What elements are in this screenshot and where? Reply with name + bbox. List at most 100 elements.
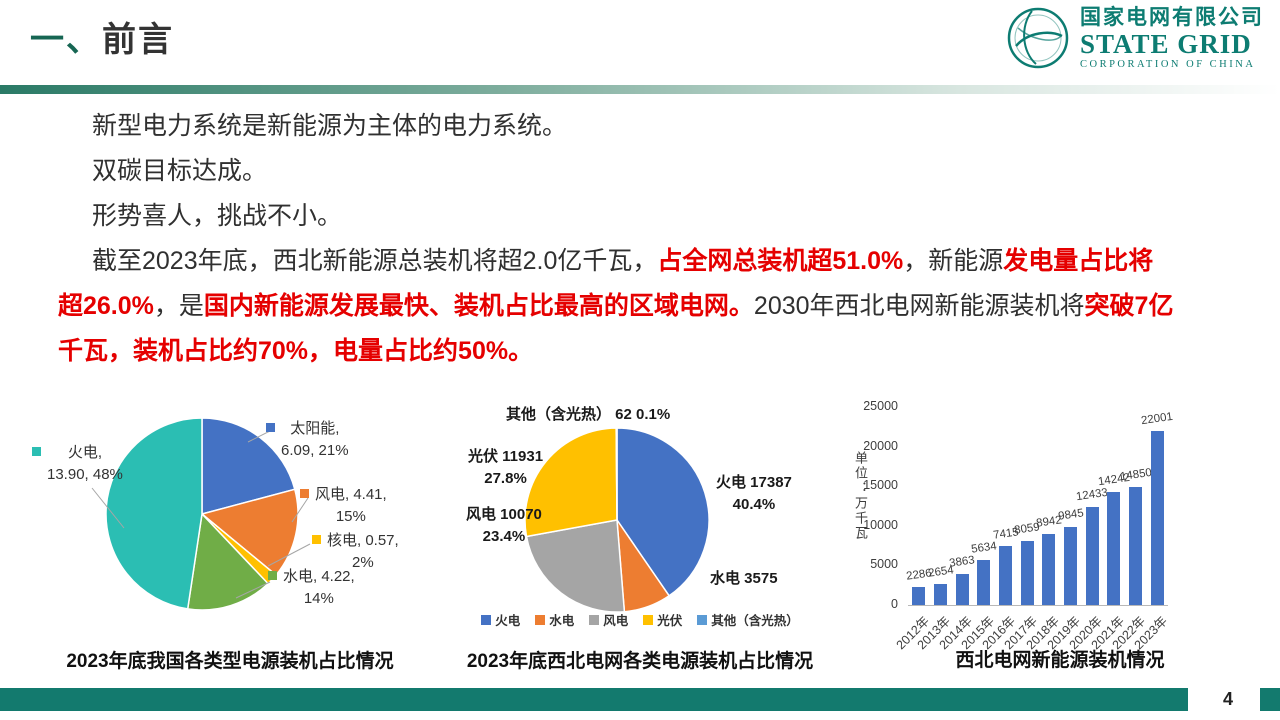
legend-marker-icon [697,614,708,625]
bar-slot: 8059 [1014,407,1041,605]
body-line: 新型电力系统是新能源为主体的电力系统。 [58,104,1233,149]
bar-value-label: 9845 [1057,507,1085,523]
bar-value-label: 3863 [948,554,976,571]
state-grid-logo-icon [1007,7,1069,69]
bar [1042,534,1056,605]
page-title-prefix: 一、 [30,21,102,59]
pie-slice [524,427,618,538]
page-number: 4 [1222,689,1233,709]
body-line: 千瓦，装机占比约70%，电量占比约50%。 [58,329,1233,374]
pie-label-text: 光伏 11931 27.8% [468,448,544,487]
bar [934,583,947,605]
bar [1129,487,1143,605]
logo-company-en: STATE GRID [1080,29,1252,60]
bar [1020,541,1034,605]
body-line: 截至2023年底，西北新能源总装机将超2.0亿千瓦，占全网总装机超51.0%，新… [58,239,1233,284]
page-title: 一、前言 [30,12,174,61]
bar [977,560,991,605]
pie-label: 风电, 4.41, 15% [300,484,387,528]
body-text-segment: 新型电力系统是新能源为主体的电力系统。 [92,112,568,140]
legend-marker-icon [481,614,492,625]
body-text-segment: 形势喜人，挑战不小。 [92,202,343,230]
pie-label: 火电, 13.90, 48% [32,442,123,486]
highlighted-text: 发电量占比将 [1003,247,1154,275]
chart-china-capacity-pie: 太阳能, 6.09, 21% 风电, 4.41, 15% 核电, 0.57, 2% 水… [20,398,440,674]
body-line: 形势喜人，挑战不小。 [58,194,1233,239]
pie-label: 其他（含光热） 62 0.1% [506,404,670,426]
highlighted-text: 国内新能源发展最快、装机占比最高的区域电网。 [203,292,754,320]
pie-label-text: 其他（含光热） 62 0.1% [506,406,671,423]
bar-slot: 9845 [1057,407,1085,605]
chart-legend: 火电 水电 风电 光伏 其他（含光热） [440,610,840,629]
highlighted-text: 占全网总装机超51.0% [657,247,904,275]
legend-label: 风电 [603,614,629,628]
x-axis-labels: 2012年 2013年 2014年 2015年 2016年 2017年 2018年 2019年… [893,609,1170,652]
pie-label: 水电 3575 [710,568,778,590]
pie-slice [525,519,626,613]
body-text-segment: ，是 [153,292,204,320]
leader-line [267,543,311,567]
legend-marker-icon [589,614,600,625]
pie-label-text: 太阳能, 6.09, 21% [281,420,349,459]
legend-label: 火电 [495,614,521,628]
y-axis-tick-label: 10000 [863,517,898,532]
chart-title: 2023年底西北电网各类电源装机占比情况 [466,651,814,672]
pie-label: 光伏 11931 27.8% [468,446,543,490]
legend-marker-icon [268,571,277,580]
legend-marker-icon [643,614,654,625]
pie-label: 水电, 4.22, 14% [268,566,355,610]
legend-marker-icon [300,489,309,498]
y-axis-tick-label: 25000 [863,399,898,413]
bar-slot: 2654 [927,407,954,605]
y-axis-tick-label: 15000 [863,478,898,493]
pie-label: 核电, 0.57, 2% [312,530,399,574]
y-axis-tick-label: 0 [891,597,898,611]
bar [1085,506,1099,605]
bar-slot: 5634 [970,407,998,605]
bar [1107,492,1121,605]
leader-line [235,581,271,599]
bar [955,574,969,605]
legend-marker-icon [312,535,321,544]
body-text-segment: 双碳目标达成。 [92,157,268,185]
state-grid-logo: 国家电网有限公司 STATE GRID CORPORATION OF CHINA [1006,6,1264,70]
legend-item: 风电 [589,610,628,629]
y-axis-label: 单位：万千瓦 [853,451,868,541]
y-axis-tick-label: 20000 [863,438,898,453]
leader-line [291,497,309,523]
legend-marker-icon [266,423,275,432]
pie-label: 风电 10070 23.4% [466,504,542,548]
body-text-segment: 截至2023年底，西北新能源总装机将超2.0亿千瓦， [92,247,658,275]
bar-slot: 8942 [1035,407,1062,605]
pie-slice [201,417,296,515]
pie-label-text: 火电 17387 40.4% [716,474,792,513]
pie-slice [616,427,710,597]
legend-item: 水电 [535,610,574,629]
logo-company-cn: 国家电网有限公司 [1080,6,1264,29]
body-line: 双碳目标达成。 [58,149,1233,194]
leader-line [91,487,125,529]
pie-label-text: 水电, 4.22, 14% [283,568,355,607]
body-text-segment: ，新能源 [903,247,1004,275]
highlighted-text: 千瓦，装机占比约70%，电量占比约50%。 [58,337,534,365]
logo-company-sub: CORPORATION OF CHINA [1080,59,1256,71]
legend-item: 其他（含光热） [697,610,799,629]
bar-slot: 3863 [948,407,976,605]
body-line: 超26.0%，是国内新能源发展最快、装机占比最高的区域电网。2030年西北电网新… [58,284,1233,329]
state-grid-logo-text: 国家电网有限公司 STATE GRID CORPORATION OF CHINA [1080,6,1264,70]
chart-title: 西北电网新能源装机情况 [955,650,1165,671]
page-title-text: 前言 [102,21,174,59]
bar [1150,430,1164,605]
bar-slot: 22001 [1141,407,1174,605]
pie-chart [524,427,710,613]
legend-label: 其他（含光热） [711,614,799,628]
highlighted-text: 突破7亿 [1084,292,1174,320]
legend-label: 水电 [549,614,575,628]
pie-slice [105,417,203,610]
leader-line [247,429,273,443]
bar-slot: 2286 [905,407,932,605]
bar-value-label: 22001 [1140,410,1174,427]
pie-label-text: 火电, 13.90, 48% [47,444,123,483]
legend-label: 光伏 [657,614,683,628]
bar-value-label: 5634 [970,540,998,557]
